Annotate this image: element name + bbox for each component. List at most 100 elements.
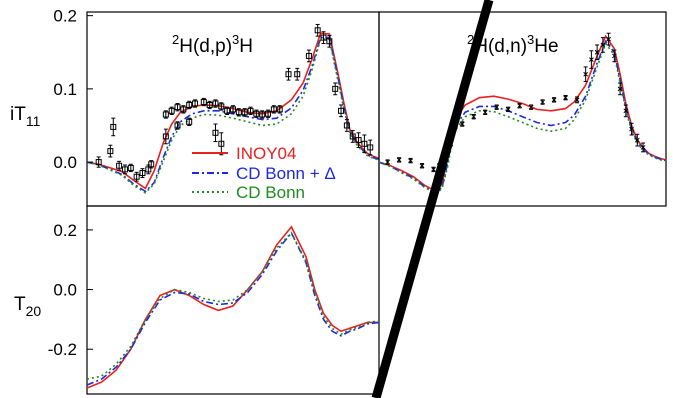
panel-top-right: 2H(d,n)3He <box>378 11 667 207</box>
data-point <box>326 34 333 48</box>
data-point <box>540 99 545 105</box>
reaction-dn-mid: H(d,n) <box>474 36 527 57</box>
data-point <box>332 82 339 96</box>
curve-cd-bonn <box>378 41 667 195</box>
data-point <box>186 100 193 110</box>
reaction-dp-post-sup: 3 <box>232 32 239 47</box>
reaction-dn-end: He <box>534 36 558 57</box>
data-point <box>235 108 242 117</box>
data-point <box>528 104 534 110</box>
data-point <box>294 67 301 81</box>
data-point <box>174 103 181 112</box>
data-point <box>127 163 134 173</box>
data-point <box>168 106 175 115</box>
data-point <box>247 106 254 115</box>
ylabel-T20-sub: 20 <box>26 303 42 319</box>
data-point <box>180 105 187 114</box>
ylabel-T20: T20 <box>14 294 41 319</box>
ytick-label: -0.2 <box>48 340 77 359</box>
ytick-label: 0.2 <box>53 221 77 240</box>
data-point <box>200 97 207 107</box>
data-point <box>419 163 425 169</box>
ytick-label: 0.0 <box>53 281 77 300</box>
data-point <box>589 50 594 69</box>
curve-cd-bonn- <box>378 39 667 194</box>
data-point <box>629 122 634 136</box>
data-point <box>218 132 225 156</box>
data-point <box>206 100 213 110</box>
curves-top-right <box>378 34 667 195</box>
ylabel-iT11: iT11 <box>10 104 41 129</box>
data-point <box>121 164 128 175</box>
data-point <box>517 103 522 109</box>
data-point <box>385 159 390 165</box>
data-point <box>139 168 146 178</box>
data-point <box>162 128 169 145</box>
data-point <box>212 99 219 108</box>
data-point <box>361 134 368 154</box>
data-point <box>276 105 283 114</box>
ylabel-iT11-main: iT <box>10 104 26 125</box>
data-point <box>338 104 345 118</box>
reaction-label-dn: 2H(d,n)3He <box>467 32 559 57</box>
yticks-bottom-left: 0.2 0.0 -0.2 <box>48 221 93 359</box>
data-point <box>241 108 248 117</box>
data-point <box>367 139 374 156</box>
frame-bottom-left <box>86 205 380 395</box>
data-point <box>148 160 155 169</box>
reaction-dn-post-sup: 3 <box>527 32 534 47</box>
data-point <box>349 130 356 143</box>
data-point <box>314 23 321 37</box>
data-point <box>218 102 225 111</box>
data-point <box>600 37 606 53</box>
data-point <box>623 104 629 118</box>
data-point <box>320 31 327 44</box>
data-point <box>583 66 588 83</box>
curve-cd-bonn <box>86 38 380 194</box>
data-point <box>355 132 362 148</box>
data-point <box>107 144 114 158</box>
data-point <box>408 157 413 164</box>
data-point <box>563 94 568 101</box>
curve-inoy04 <box>86 225 379 389</box>
data-point <box>95 156 102 168</box>
data-point <box>494 104 500 110</box>
panel-bottom-left: 0.2 0.0 -0.2 T20 <box>14 205 380 395</box>
data-point <box>594 44 600 61</box>
diagonal-stroke <box>371 0 494 398</box>
legend-label-cdbonn: CD Bonn <box>236 183 305 202</box>
data-point <box>270 105 277 114</box>
ytick-label: 0.1 <box>53 80 77 99</box>
reaction-dn-pre-sup: 2 <box>467 32 474 47</box>
data-point <box>471 113 477 120</box>
data-point <box>186 117 193 126</box>
ytick-label: 0.2 <box>53 7 77 26</box>
ytick-label: 0.0 <box>53 153 77 172</box>
data-point <box>606 32 611 46</box>
data-point <box>212 123 219 143</box>
points-top-left <box>95 23 374 182</box>
data-point <box>259 110 266 119</box>
reaction-dp-mid: H(d,p) <box>179 36 232 57</box>
panel-top-left: 0.2 0.1 0.0 iT11 2H(d,p)3H INOY04 CD Bonn … <box>10 7 380 207</box>
data-point <box>459 121 465 127</box>
data-point <box>192 99 199 108</box>
curve-cd-bonn <box>86 231 380 380</box>
legend-label-inoy04: INOY04 <box>236 144 296 163</box>
data-point <box>110 117 117 137</box>
legend-label-cdbonn-delta: CD Bonn + Δ <box>236 164 336 183</box>
data-point <box>253 109 260 118</box>
data-point <box>617 82 623 96</box>
yticks-top-left: 0.2 0.1 0.0 <box>53 7 93 172</box>
data-point <box>396 157 402 163</box>
data-point <box>611 49 617 63</box>
data-point <box>574 96 580 104</box>
reaction-dp-pre-sup: 2 <box>172 32 179 47</box>
data-point <box>230 105 236 114</box>
reaction-label-dp: 2H(d,p)3H <box>172 32 253 57</box>
ylabel-T20-main: T <box>14 294 26 315</box>
reaction-dp-end: H <box>239 36 253 57</box>
curve-cd-bonn- <box>86 36 380 193</box>
data-point <box>116 160 123 171</box>
